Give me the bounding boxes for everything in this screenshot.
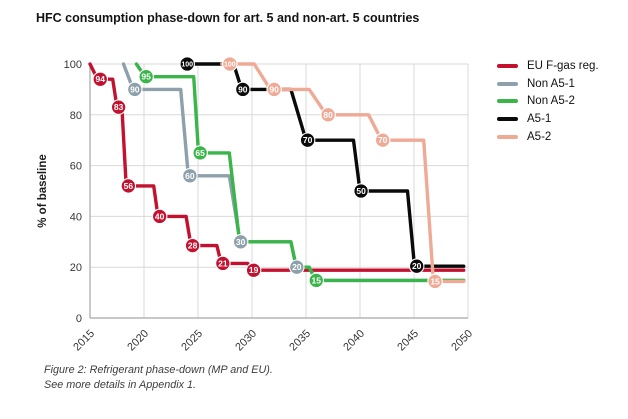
legend-label-non-a5-2: Non A5-2 (527, 95, 575, 108)
marker-a5-2-70: 70 (374, 132, 391, 148)
marker-eu-f-gas-reg-94: 94 (92, 71, 109, 87)
svg-text:90: 90 (269, 84, 279, 94)
svg-text:15: 15 (312, 275, 322, 285)
svg-text:28: 28 (188, 241, 198, 251)
marker-non-a5-1-30: 30 (232, 234, 249, 250)
svg-text:100: 100 (224, 62, 236, 69)
caption-line-1: Figure 2: Refrigerant phase-down (MP and… (44, 364, 273, 376)
svg-text:70: 70 (303, 135, 313, 145)
caption-line-2: See more details in Appendix 1. (44, 379, 197, 391)
svg-text:90: 90 (130, 84, 140, 94)
legend-swatch-a5-1 (497, 117, 518, 122)
svg-text:70: 70 (378, 135, 388, 145)
y-tick-label: 80 (70, 110, 82, 122)
legend-item-non-a5-2: Non A5-2 (497, 93, 599, 111)
legend-item-eu-f-gas-reg: EU F-gas reg. (497, 57, 599, 75)
svg-text:15: 15 (430, 276, 440, 286)
legend-item-a5-2: A5-2 (497, 128, 599, 146)
x-tick-label: 2040 (341, 328, 367, 354)
marker-eu-f-gas-reg-21: 21 (215, 255, 231, 272)
marker-a5-1-90: 90 (235, 81, 251, 98)
marker-eu-f-gas-reg-56: 56 (120, 178, 137, 194)
svg-text:65: 65 (195, 148, 205, 158)
marker-non-a5-2-15: 15 (308, 272, 325, 289)
marker-a5-2-15: 15 (427, 273, 443, 290)
svg-text:30: 30 (236, 237, 246, 247)
y-tick-label: 0 (76, 313, 82, 325)
svg-text:21: 21 (218, 258, 228, 268)
legend-label-a5-1: A5-1 (527, 113, 552, 126)
marker-eu-f-gas-reg-19: 19 (245, 262, 262, 278)
marker-non-a5-2-65: 65 (192, 145, 208, 161)
svg-text:90: 90 (238, 84, 248, 94)
svg-text:60: 60 (185, 171, 195, 181)
legend-swatch-non-a5-1 (497, 81, 518, 86)
y-tick-label: 40 (70, 211, 82, 223)
marker-eu-f-gas-reg-40: 40 (151, 208, 168, 225)
chart-title: HFC consumption phase-down for art. 5 an… (36, 11, 420, 25)
series-line-a5-1 (184, 62, 466, 268)
legend-swatch-eu-f-gas-reg (497, 63, 518, 68)
x-tick-label: 2045 (395, 328, 421, 354)
figure-caption: Figure 2: Refrigerant phase-down (MP and… (44, 363, 273, 393)
marker-eu-f-gas-reg-83: 83 (110, 99, 127, 115)
svg-text:100: 100 (181, 62, 193, 69)
svg-text:83: 83 (114, 102, 124, 112)
legend-swatch-a5-2 (497, 135, 518, 140)
marker-non-a5-1-90: 90 (127, 81, 143, 98)
marker-a5-2-80: 80 (320, 107, 336, 123)
y-tick-label: 20 (70, 262, 82, 274)
svg-text:20: 20 (412, 261, 422, 271)
marker-eu-f-gas-reg-28: 28 (184, 237, 201, 254)
marker-non-a5-2-95: 95 (138, 68, 154, 85)
x-tick-label: 2030 (233, 328, 259, 354)
series-line-a5-2 (220, 62, 466, 284)
svg-text:80: 80 (323, 110, 333, 120)
y-tick-label: 60 (70, 161, 82, 173)
marker-a5-1-100: 100 (179, 56, 195, 72)
x-tick-label: 2050 (449, 328, 475, 354)
x-tick-label: 2035 (287, 328, 313, 354)
marker-a5-1-50: 50 (353, 183, 369, 199)
legend-label-a5-2: A5-2 (527, 131, 552, 144)
svg-text:94: 94 (96, 74, 106, 84)
svg-text:50: 50 (356, 186, 366, 196)
y-tick-label: 100 (64, 59, 82, 71)
svg-text:40: 40 (155, 211, 165, 221)
marker-a5-1-70: 70 (299, 132, 316, 148)
marker-non-a5-1-20: 20 (289, 259, 305, 275)
legend: EU F-gas reg. Non A5-1 Non A5-2 A5-1 A5-2 (497, 57, 599, 146)
svg-text:95: 95 (141, 72, 151, 82)
marker-non-a5-1-60: 60 (182, 168, 198, 184)
legend-label-eu-f-gas-reg: EU F-gas reg. (527, 59, 599, 72)
legend-item-non-a5-1: Non A5-1 (497, 75, 599, 93)
svg-text:19: 19 (249, 265, 259, 275)
svg-text:56: 56 (124, 181, 134, 191)
x-tick-label: 2015 (71, 328, 97, 354)
legend-swatch-non-a5-2 (497, 99, 518, 104)
marker-a5-2-90: 90 (266, 81, 282, 98)
legend-label-non-a5-1: Non A5-1 (527, 77, 575, 90)
x-tick-label: 2025 (179, 328, 205, 354)
marker-a5-1-20: 20 (408, 258, 425, 274)
marker-a5-2-100: 100 (222, 56, 238, 72)
axes (89, 64, 468, 319)
x-tick-label: 2020 (125, 328, 151, 354)
svg-text:20: 20 (292, 262, 302, 272)
legend-item-a5-1: A5-1 (497, 110, 599, 128)
y-axis-title: % of baseline (37, 154, 49, 228)
